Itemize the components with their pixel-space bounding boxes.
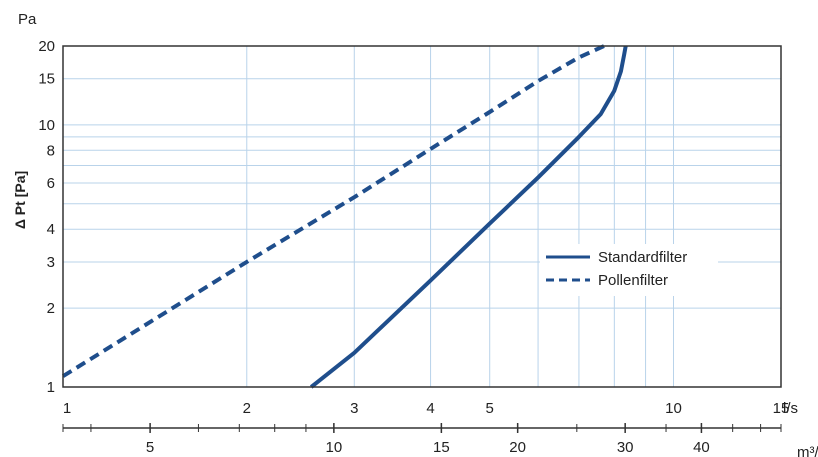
y-tick-label: 1 xyxy=(47,379,55,396)
x-unit-label: l/s xyxy=(783,400,798,417)
secondary-tick-label: 20 xyxy=(509,439,526,456)
secondary-tick-label: 15 xyxy=(433,439,450,456)
y-tick-label: 6 xyxy=(47,175,55,192)
y-tick-label: 4 xyxy=(47,221,55,238)
secondary-tick-label: 40 xyxy=(693,439,710,456)
secondary-x-axis: 5 10 15 20 30 40 xyxy=(62,423,782,456)
legend-background xyxy=(540,244,718,296)
series-lines xyxy=(61,44,628,389)
secondary-x-unit-label: m³/h xyxy=(797,444,818,457)
y-tick-labels: 1 2 3 4 6 8 10 15 20 xyxy=(38,38,55,396)
secondary-tick-label: 5 xyxy=(146,439,154,456)
legend-label: Standardfilter xyxy=(598,249,687,266)
x-tick-label: 3 xyxy=(350,400,358,417)
plot-frame xyxy=(62,45,782,388)
x-tick-labels: 1 2 3 4 5 10 15 xyxy=(63,400,790,417)
y-tick-label: 20 xyxy=(38,38,55,55)
y-tick-label: 2 xyxy=(47,300,55,317)
y-tick-label: 15 xyxy=(38,71,55,88)
y-tick-label: 3 xyxy=(47,254,55,271)
secondary-tick-label: 10 xyxy=(326,439,343,456)
y-tick-label: 10 xyxy=(38,117,55,134)
y-axis-label: Δ Pt [Pa] xyxy=(12,171,28,229)
x-tick-label: 10 xyxy=(665,400,682,417)
x-tick-label: 5 xyxy=(486,400,494,417)
y-tick-label: 8 xyxy=(47,142,55,159)
x-tick-label: 1 xyxy=(63,400,71,417)
series-line-standardfilter xyxy=(309,45,628,389)
x-tick-label: 15 xyxy=(773,400,790,417)
y-unit-label: Pa xyxy=(18,11,37,28)
series-line-pollenfilter xyxy=(61,44,606,378)
legend-label: Pollenfilter xyxy=(598,272,668,289)
x-tick-label: 4 xyxy=(426,400,434,417)
x-tick-label: 2 xyxy=(243,400,251,417)
secondary-tick-label: 30 xyxy=(617,439,634,456)
legend: Standardfilter Pollenfilter xyxy=(540,244,718,296)
grid-lines xyxy=(62,46,781,388)
